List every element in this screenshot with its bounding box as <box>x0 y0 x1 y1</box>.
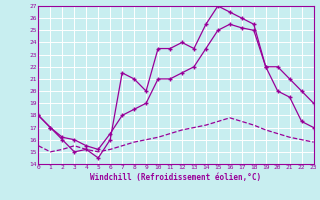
X-axis label: Windchill (Refroidissement éolien,°C): Windchill (Refroidissement éolien,°C) <box>91 173 261 182</box>
